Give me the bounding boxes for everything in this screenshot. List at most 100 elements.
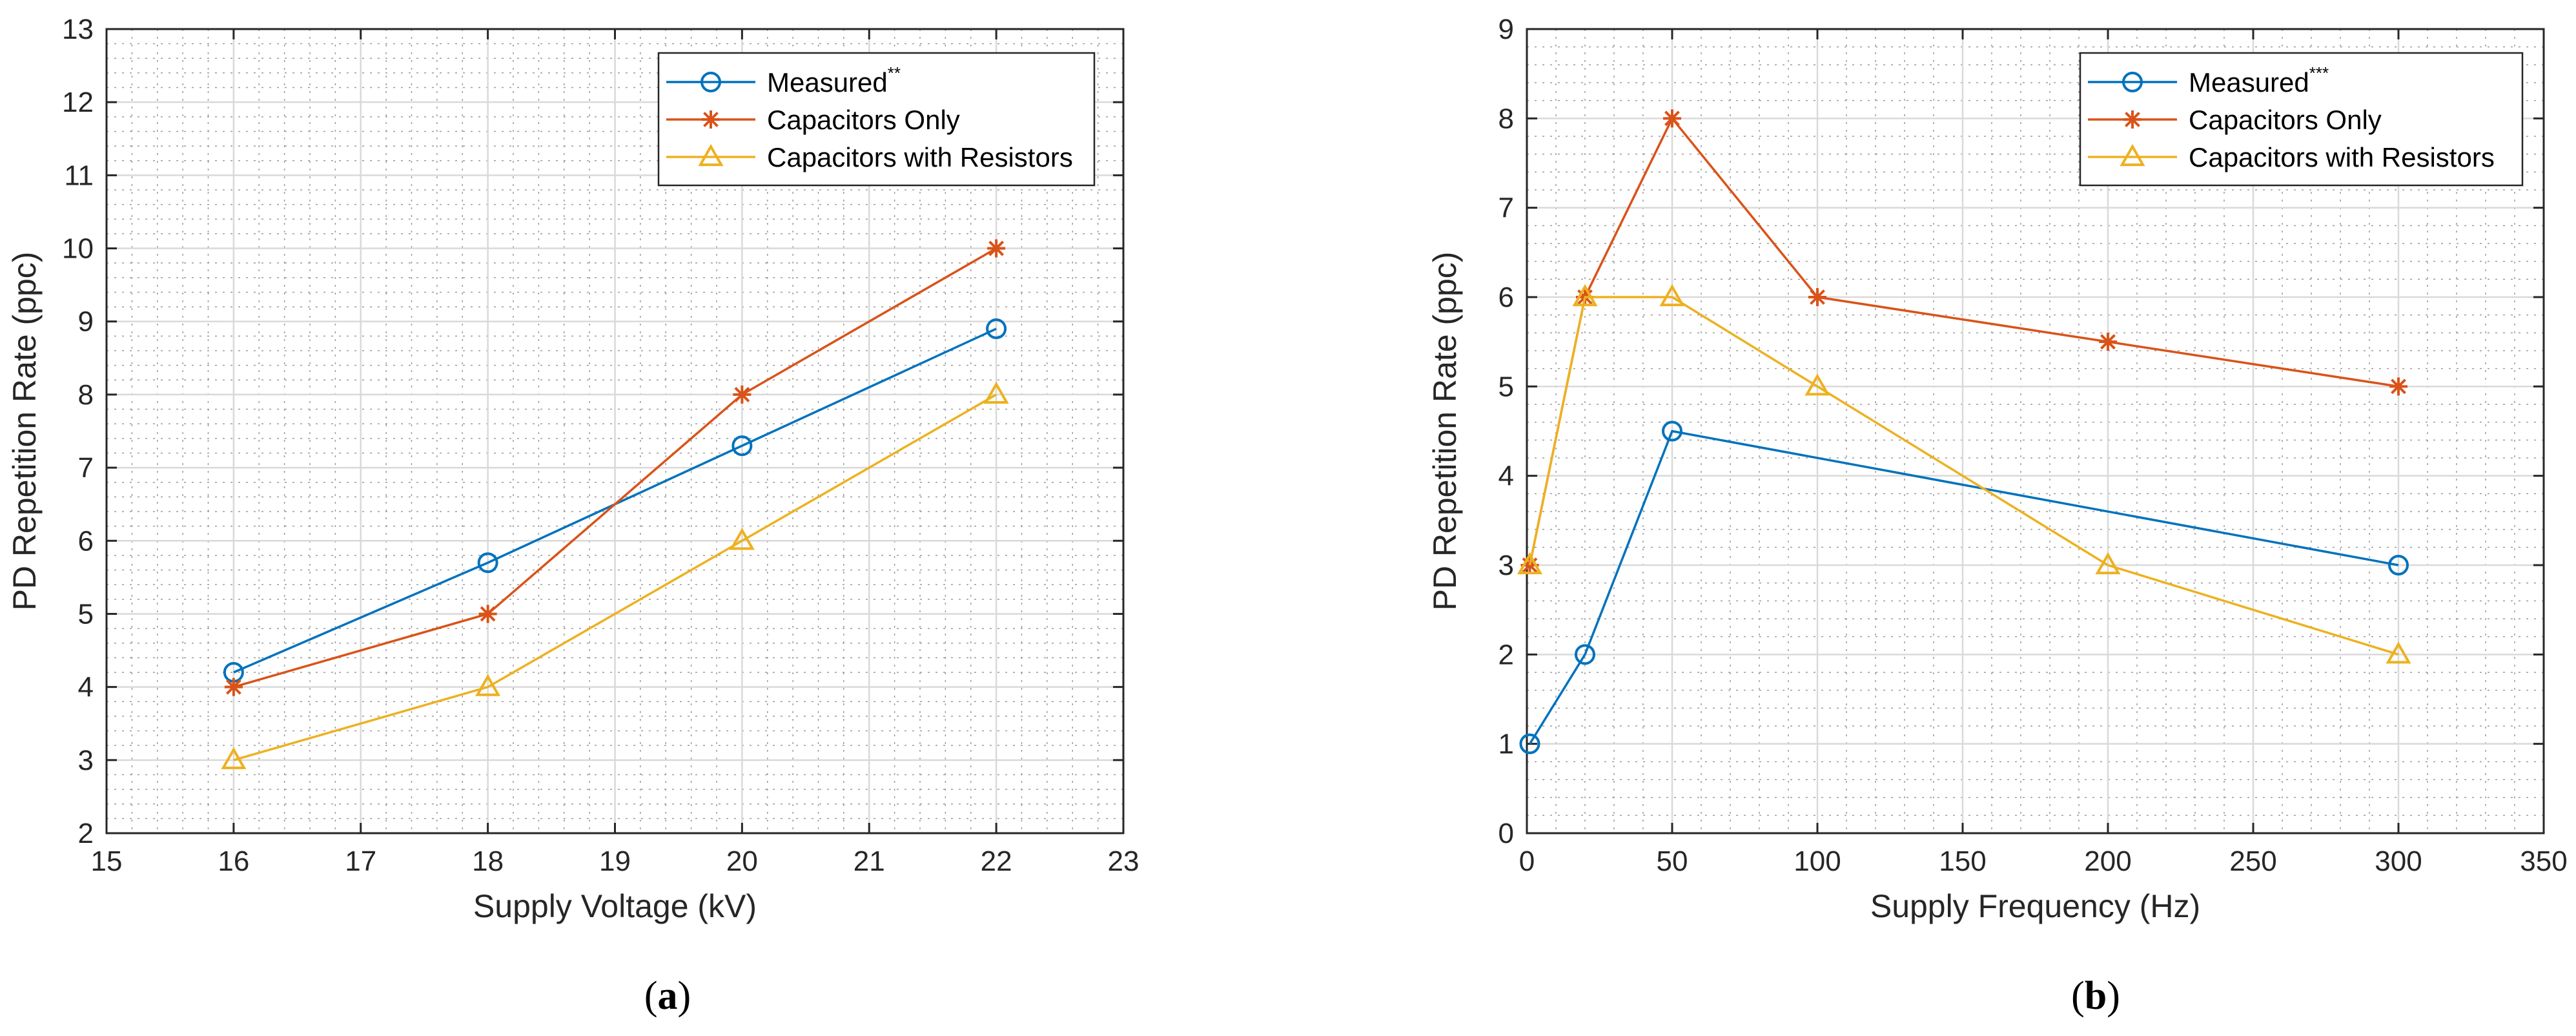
y-tick-label: 7: [78, 452, 94, 484]
legend-label: Capacitors Only: [767, 105, 960, 135]
x-axis-label: Supply Voltage (kV): [473, 888, 757, 924]
y-tick-label: 0: [1498, 818, 1514, 849]
y-tick-label: 11: [64, 160, 94, 191]
x-tick-label: 22: [981, 845, 1012, 877]
y-tick-label: 6: [78, 525, 94, 557]
data-point-asterisk: [1808, 288, 1826, 306]
data-point-circle: [1662, 420, 1682, 442]
panel-label-letter: b: [2085, 974, 2107, 1018]
series-line: [1528, 296, 2399, 656]
y-tick-label: 13: [62, 14, 94, 45]
chart-b: 0 50 100 150 200 250 300 350 0 1 2 3 4 5 6 7 8 9 Supply Fr…: [1427, 14, 2568, 1018]
legend: Measured** Capacitors Only Capacitors with…: [657, 52, 1096, 187]
data-point-asterisk: [987, 239, 1006, 258]
data-point-triangle: [1572, 284, 1598, 307]
y-tick-label: 7: [1498, 192, 1514, 224]
legend-label-text: Capacitors Only: [2189, 105, 2382, 135]
data-point-asterisk: [2099, 333, 2117, 351]
y-tick-label: 12: [62, 87, 94, 118]
data-point-triangle: [1804, 373, 1830, 396]
panel-label-letter: a: [658, 974, 678, 1018]
legend-superscript: **: [888, 63, 901, 83]
x-tick-label: 200: [2084, 845, 2131, 877]
panel-label-close: ): [678, 974, 691, 1018]
x-tick-label: 17: [345, 845, 376, 877]
y-tick-label: 3: [78, 745, 94, 776]
y-tick-label: 4: [1498, 461, 1514, 492]
panel-label: (b): [2071, 974, 2120, 1018]
data-point-circle: [1519, 733, 1540, 754]
y-tick-label: 3: [1498, 550, 1514, 581]
legend-superscript: ***: [2309, 63, 2329, 83]
legend-marker-triangle: [698, 143, 724, 167]
y-tick-label: 5: [78, 598, 94, 630]
data-point-triangle: [475, 674, 501, 696]
data-point-asterisk: [224, 678, 243, 696]
y-axis-label: PD Repetition Rate (ppc): [1427, 252, 1463, 611]
legend-marker-asterisk: [702, 110, 720, 129]
y-axis-label: PD Repetition Rate (ppc): [6, 252, 43, 611]
panel-label: (a): [644, 974, 691, 1018]
legend-label: Capacitors with Resistors: [767, 142, 1073, 172]
data-point-asterisk: [2389, 377, 2407, 396]
series-capacitors-only: [224, 239, 1006, 696]
y-tick-label: 4: [78, 672, 94, 703]
x-tick-label: 0: [1519, 845, 1535, 877]
legend-label: Measured**: [767, 63, 901, 98]
x-tick-label: 16: [218, 845, 249, 877]
data-point-triangle: [983, 381, 1009, 404]
x-tick-label: 20: [726, 845, 758, 877]
series-line: [233, 393, 997, 761]
legend-marker-circle: [700, 72, 721, 92]
panel-label-close: ): [2107, 974, 2120, 1018]
legend-label-text: Capacitors with Resistors: [767, 142, 1073, 172]
x-tick-label: 150: [1939, 845, 1986, 877]
x-tick-label: 21: [854, 845, 885, 877]
x-tick-label: 23: [1108, 845, 1140, 877]
legend-label-text: Measured: [767, 67, 888, 98]
y-tick-label: 2: [1498, 639, 1514, 670]
data-point-circle: [477, 552, 498, 574]
data-point-triangle: [2386, 641, 2411, 664]
x-tick-label: 50: [1657, 845, 1688, 877]
x-tick-label: 15: [91, 845, 123, 877]
data-point-asterisk: [1663, 109, 1681, 128]
data-point-asterisk: [733, 385, 751, 404]
x-tick-label: 19: [599, 845, 631, 877]
y-tick-label: 8: [78, 379, 94, 411]
y-tick-label: 1: [1498, 729, 1514, 760]
data-point-circle: [986, 318, 1007, 340]
y-tick-label: 2: [78, 818, 94, 849]
data-point-circle: [1575, 644, 1595, 665]
panel-label-open: (: [2071, 974, 2085, 1018]
data-point-circle: [731, 435, 753, 457]
y-tick-label: 5: [1498, 371, 1514, 402]
panel-label-open: (: [644, 974, 658, 1018]
legend-label: Capacitors with Resistors: [2189, 142, 2495, 172]
y-tick-label: 6: [1498, 282, 1514, 313]
x-tick-label: 300: [2375, 845, 2422, 877]
legend-marker-triangle: [2120, 143, 2145, 167]
x-tick-label: 100: [1794, 845, 1841, 877]
legend-label-text: Capacitors with Resistors: [2189, 142, 2495, 172]
axes-box: [1526, 28, 2545, 834]
data-point-triangle: [2095, 552, 2121, 575]
series-line: [233, 247, 997, 689]
legend-marker-asterisk: [2123, 110, 2142, 129]
data-point-triangle: [729, 528, 755, 550]
series-line: [1529, 430, 2399, 745]
y-tick-label: 9: [1498, 14, 1514, 45]
legend-marker-circle: [2122, 72, 2143, 92]
data-point-circle: [2388, 555, 2409, 575]
data-point-triangle: [1517, 552, 1543, 575]
data-point-triangle: [221, 747, 247, 769]
data-point-triangle: [1659, 284, 1685, 307]
chart-a: 15 16 17 18 19 20 21 22 232345678910111213Supply…: [6, 14, 1139, 1018]
series-measured: [1519, 420, 2409, 754]
series-capacitors-with-resistors: [1517, 284, 2411, 664]
legend-label: Capacitors Only: [2189, 105, 2382, 135]
legend-label-text: Measured: [2189, 67, 2309, 98]
y-tick-label: 10: [62, 233, 94, 265]
y-tick-label: 8: [1498, 103, 1514, 134]
